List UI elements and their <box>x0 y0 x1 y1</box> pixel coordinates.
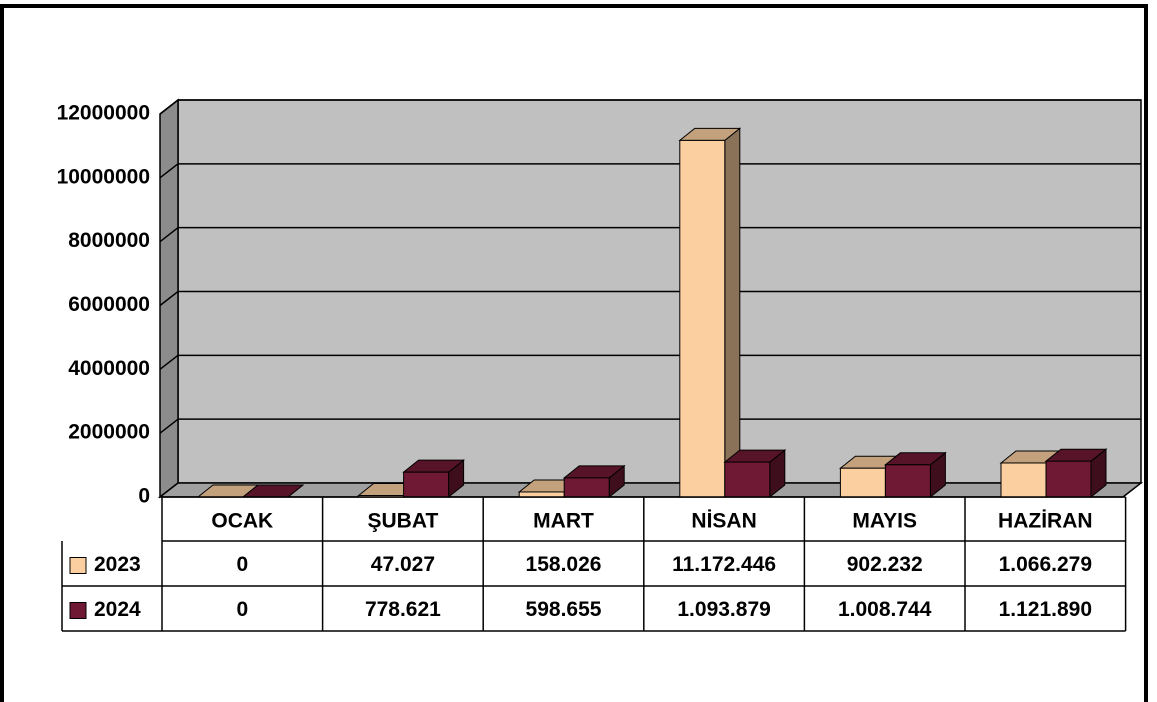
x-tick-label: NİSAN <box>691 510 756 533</box>
grid-line-side <box>159 99 179 115</box>
value-label: 0 <box>236 598 248 621</box>
x-tick-label: HAZİRAN <box>998 510 1093 533</box>
value-label: 47.027 <box>371 553 435 576</box>
y-tick-label: 0 <box>138 485 150 508</box>
chart-border <box>0 4 1148 702</box>
value-label: 1.066.279 <box>999 553 1092 576</box>
y-tick-label: 10000000 <box>57 165 150 188</box>
legend-label: 2023 <box>94 553 141 576</box>
floor <box>157 482 1144 498</box>
bar <box>839 467 886 498</box>
grid-line-side <box>159 418 179 434</box>
bar <box>884 464 931 498</box>
legend-key <box>69 557 87 574</box>
value-label: 0 <box>236 553 248 576</box>
value-label: 11.172.446 <box>672 553 776 576</box>
bar <box>403 471 450 498</box>
bar <box>679 139 726 498</box>
x-tick-label: OCAK <box>211 510 273 533</box>
value-label: 902.232 <box>847 553 923 576</box>
y-tick-label: 6000000 <box>68 293 150 316</box>
grid-line-side <box>159 227 179 243</box>
bar <box>1045 460 1092 498</box>
bar-side <box>724 127 741 499</box>
legend-key <box>69 602 87 619</box>
grid-line-side <box>159 290 179 307</box>
value-label: 1.093.879 <box>677 598 770 621</box>
value-label: 1.008.744 <box>838 598 932 621</box>
bar <box>1000 462 1047 498</box>
value-label: 598.655 <box>526 598 602 621</box>
x-tick-label: ŞUBAT <box>368 510 439 533</box>
y-tick-label: 8000000 <box>68 229 150 252</box>
y-tick-label: 12000000 <box>57 102 150 125</box>
value-label: 158.026 <box>526 553 602 576</box>
bar <box>724 461 771 498</box>
bar <box>518 491 565 498</box>
bar <box>563 477 610 498</box>
grid-line-side <box>159 354 179 370</box>
value-label: 1.121.890 <box>999 598 1092 621</box>
legend-label: 2024 <box>94 598 141 621</box>
x-tick-label: MART <box>533 510 594 533</box>
y-tick-label: 2000000 <box>68 421 150 444</box>
y-tick-label: 4000000 <box>68 357 150 380</box>
grid-line-side <box>159 163 179 179</box>
value-label: 778.621 <box>365 598 441 621</box>
x-tick-label: MAYIS <box>852 510 917 533</box>
